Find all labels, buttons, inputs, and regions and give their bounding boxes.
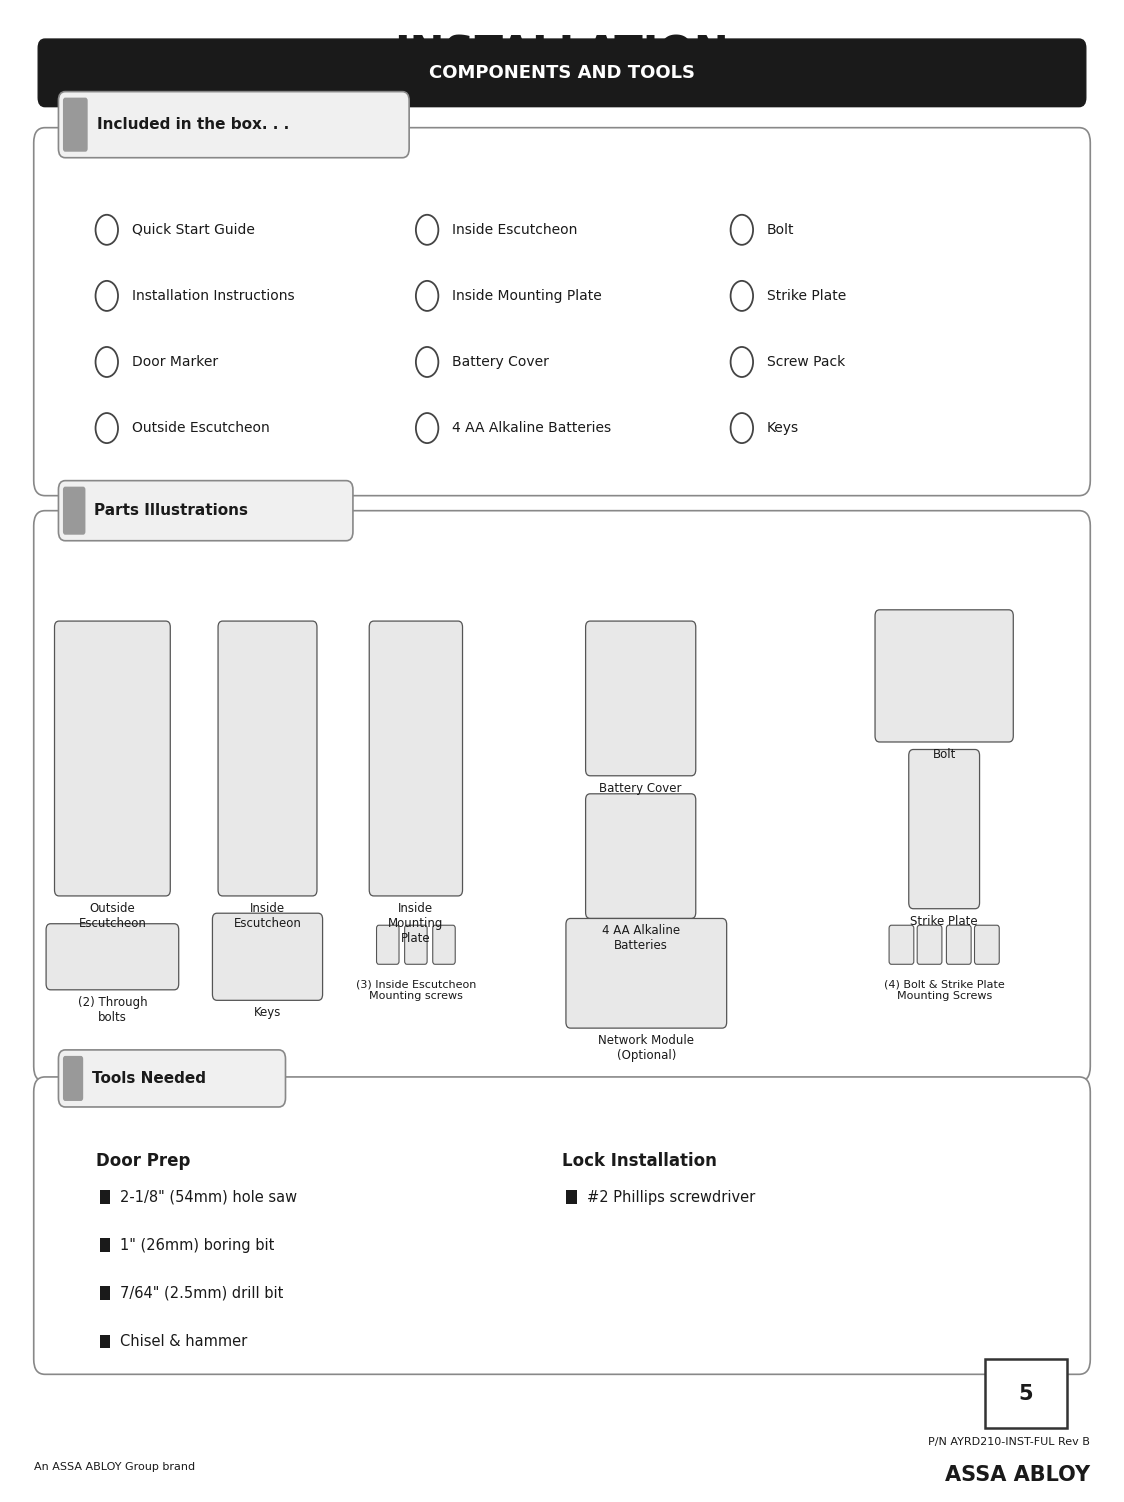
Text: Parts Illustrations: Parts Illustrations [94, 503, 248, 518]
Text: Bolt: Bolt [933, 748, 955, 762]
Text: Outside
Escutcheon: Outside Escutcheon [79, 901, 146, 930]
FancyBboxPatch shape [975, 925, 999, 964]
Text: #2 Phillips screwdriver: #2 Phillips screwdriver [587, 1190, 755, 1205]
Text: 7/64" (2.5mm) drill bit: 7/64" (2.5mm) drill bit [120, 1286, 283, 1301]
Text: Door Marker: Door Marker [132, 354, 218, 369]
FancyBboxPatch shape [565, 918, 726, 1027]
Text: Door Prep: Door Prep [96, 1152, 190, 1170]
FancyBboxPatch shape [566, 1190, 577, 1205]
Text: 2-1/8" (54mm) hole saw: 2-1/8" (54mm) hole saw [120, 1190, 298, 1205]
Text: Battery Cover: Battery Cover [599, 781, 682, 795]
Text: Outside Escutcheon: Outside Escutcheon [132, 421, 270, 436]
FancyBboxPatch shape [100, 1286, 110, 1299]
FancyBboxPatch shape [985, 1359, 1067, 1428]
Text: 4 AA Alkaline
Batteries: 4 AA Alkaline Batteries [601, 924, 680, 952]
FancyBboxPatch shape [38, 39, 1086, 107]
FancyBboxPatch shape [100, 1334, 110, 1349]
Text: Inside Escutcheon: Inside Escutcheon [452, 222, 578, 237]
Text: Keys: Keys [767, 421, 799, 436]
Text: Tools Needed: Tools Needed [92, 1071, 206, 1086]
Text: 5: 5 [1018, 1383, 1033, 1404]
FancyBboxPatch shape [218, 622, 317, 895]
Text: 4 AA Alkaline Batteries: 4 AA Alkaline Batteries [452, 421, 611, 436]
Text: (4) Bolt & Strike Plate
Mounting Screws: (4) Bolt & Strike Plate Mounting Screws [883, 979, 1005, 1000]
FancyBboxPatch shape [63, 487, 85, 535]
Text: Installation Instructions: Installation Instructions [132, 288, 294, 303]
FancyBboxPatch shape [586, 622, 696, 775]
FancyBboxPatch shape [212, 913, 323, 1000]
Text: Lock Installation: Lock Installation [562, 1152, 717, 1170]
FancyBboxPatch shape [54, 622, 171, 895]
Text: Keys: Keys [254, 1006, 281, 1020]
FancyBboxPatch shape [63, 98, 88, 152]
FancyBboxPatch shape [58, 481, 353, 541]
Text: Inside
Mounting
Plate: Inside Mounting Plate [388, 901, 444, 945]
Text: Included in the box. . .: Included in the box. . . [97, 117, 289, 132]
FancyBboxPatch shape [46, 924, 179, 990]
FancyBboxPatch shape [58, 92, 409, 158]
FancyBboxPatch shape [586, 793, 696, 918]
Text: Strike Plate: Strike Plate [910, 915, 978, 928]
FancyBboxPatch shape [433, 925, 455, 964]
Text: 1" (26mm) boring bit: 1" (26mm) boring bit [120, 1238, 274, 1253]
FancyBboxPatch shape [889, 925, 914, 964]
FancyBboxPatch shape [946, 925, 971, 964]
FancyBboxPatch shape [100, 1238, 110, 1251]
Text: Chisel & hammer: Chisel & hammer [120, 1334, 247, 1349]
Text: P/N AYRD210-INST-FUL Rev B: P/N AYRD210-INST-FUL Rev B [928, 1437, 1090, 1446]
FancyBboxPatch shape [58, 1050, 285, 1107]
Text: Strike Plate: Strike Plate [767, 288, 846, 303]
Text: (3) Inside Escutcheon
Mounting screws: (3) Inside Escutcheon Mounting screws [355, 979, 477, 1000]
FancyBboxPatch shape [369, 622, 462, 895]
Text: Battery Cover: Battery Cover [452, 354, 549, 369]
FancyBboxPatch shape [34, 1077, 1090, 1374]
Text: Bolt: Bolt [767, 222, 794, 237]
Text: Inside
Escutcheon: Inside Escutcheon [234, 901, 301, 930]
Text: INSTALLATION: INSTALLATION [395, 33, 729, 75]
FancyBboxPatch shape [917, 925, 942, 964]
FancyBboxPatch shape [34, 128, 1090, 496]
FancyBboxPatch shape [377, 925, 399, 964]
Text: Inside Mounting Plate: Inside Mounting Plate [452, 288, 601, 303]
Text: COMPONENTS AND TOOLS: COMPONENTS AND TOOLS [429, 65, 695, 81]
FancyBboxPatch shape [100, 1190, 110, 1205]
Text: Screw Pack: Screw Pack [767, 354, 845, 369]
FancyBboxPatch shape [405, 925, 427, 964]
Text: Quick Start Guide: Quick Start Guide [132, 222, 254, 237]
Text: ASSA ABLOY: ASSA ABLOY [945, 1464, 1090, 1485]
Text: Network Module
(Optional): Network Module (Optional) [598, 1033, 695, 1062]
Text: (2) Through
bolts: (2) Through bolts [78, 996, 147, 1024]
FancyBboxPatch shape [874, 610, 1013, 742]
Text: An ASSA ABLOY Group brand: An ASSA ABLOY Group brand [34, 1463, 194, 1472]
FancyBboxPatch shape [908, 749, 979, 909]
FancyBboxPatch shape [63, 1056, 83, 1101]
FancyBboxPatch shape [34, 511, 1090, 1081]
